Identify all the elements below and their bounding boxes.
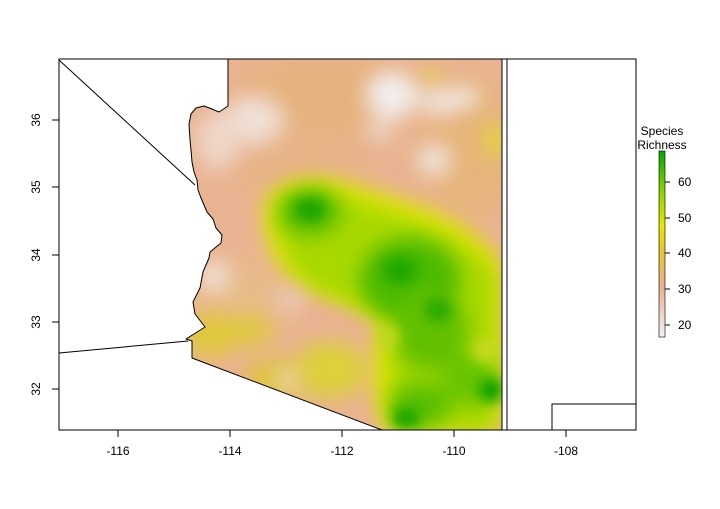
y-tick-marks [52, 119, 59, 390]
legend-tick-label: 60 [678, 175, 692, 189]
y-tick-label: 32 [29, 382, 43, 396]
new-mexico-bootheel-border [551, 403, 636, 430]
legend-title-line1: Species [641, 124, 684, 138]
y-axis: 32 33 34 35 36 [29, 113, 60, 396]
y-tick-label: 34 [29, 248, 43, 262]
legend-tick-label: 30 [678, 282, 692, 296]
nevada-california-border [58, 59, 196, 186]
x-tick-label: -114 [218, 444, 241, 458]
state-borders [58, 59, 636, 430]
richness-surface [186, 59, 502, 430]
x-tick-label: -108 [554, 444, 578, 458]
y-tick-label: 35 [29, 180, 43, 194]
x-tick-label: -112 [330, 444, 353, 458]
legend-tick-label: 50 [678, 211, 692, 225]
legend-title-line2: Richness [637, 138, 686, 152]
legend-tick-marks [665, 181, 670, 326]
arizona-outline [185, 58, 503, 431]
legend-tick-label: 40 [678, 246, 692, 260]
x-tick-marks [117, 430, 567, 437]
x-tick-label: -116 [106, 444, 129, 458]
x-axis: -116 -114 -112 -110 -108 [106, 429, 578, 458]
y-tick-label: 36 [29, 113, 43, 127]
legend-tick-label: 20 [678, 318, 692, 332]
color-legend: Species Richness 20 30 40 50 60 [637, 124, 692, 338]
y-tick-label: 33 [29, 315, 43, 329]
california-mexico-border [58, 340, 189, 354]
legend-color-bar [658, 150, 666, 338]
x-tick-label: -110 [442, 444, 465, 458]
